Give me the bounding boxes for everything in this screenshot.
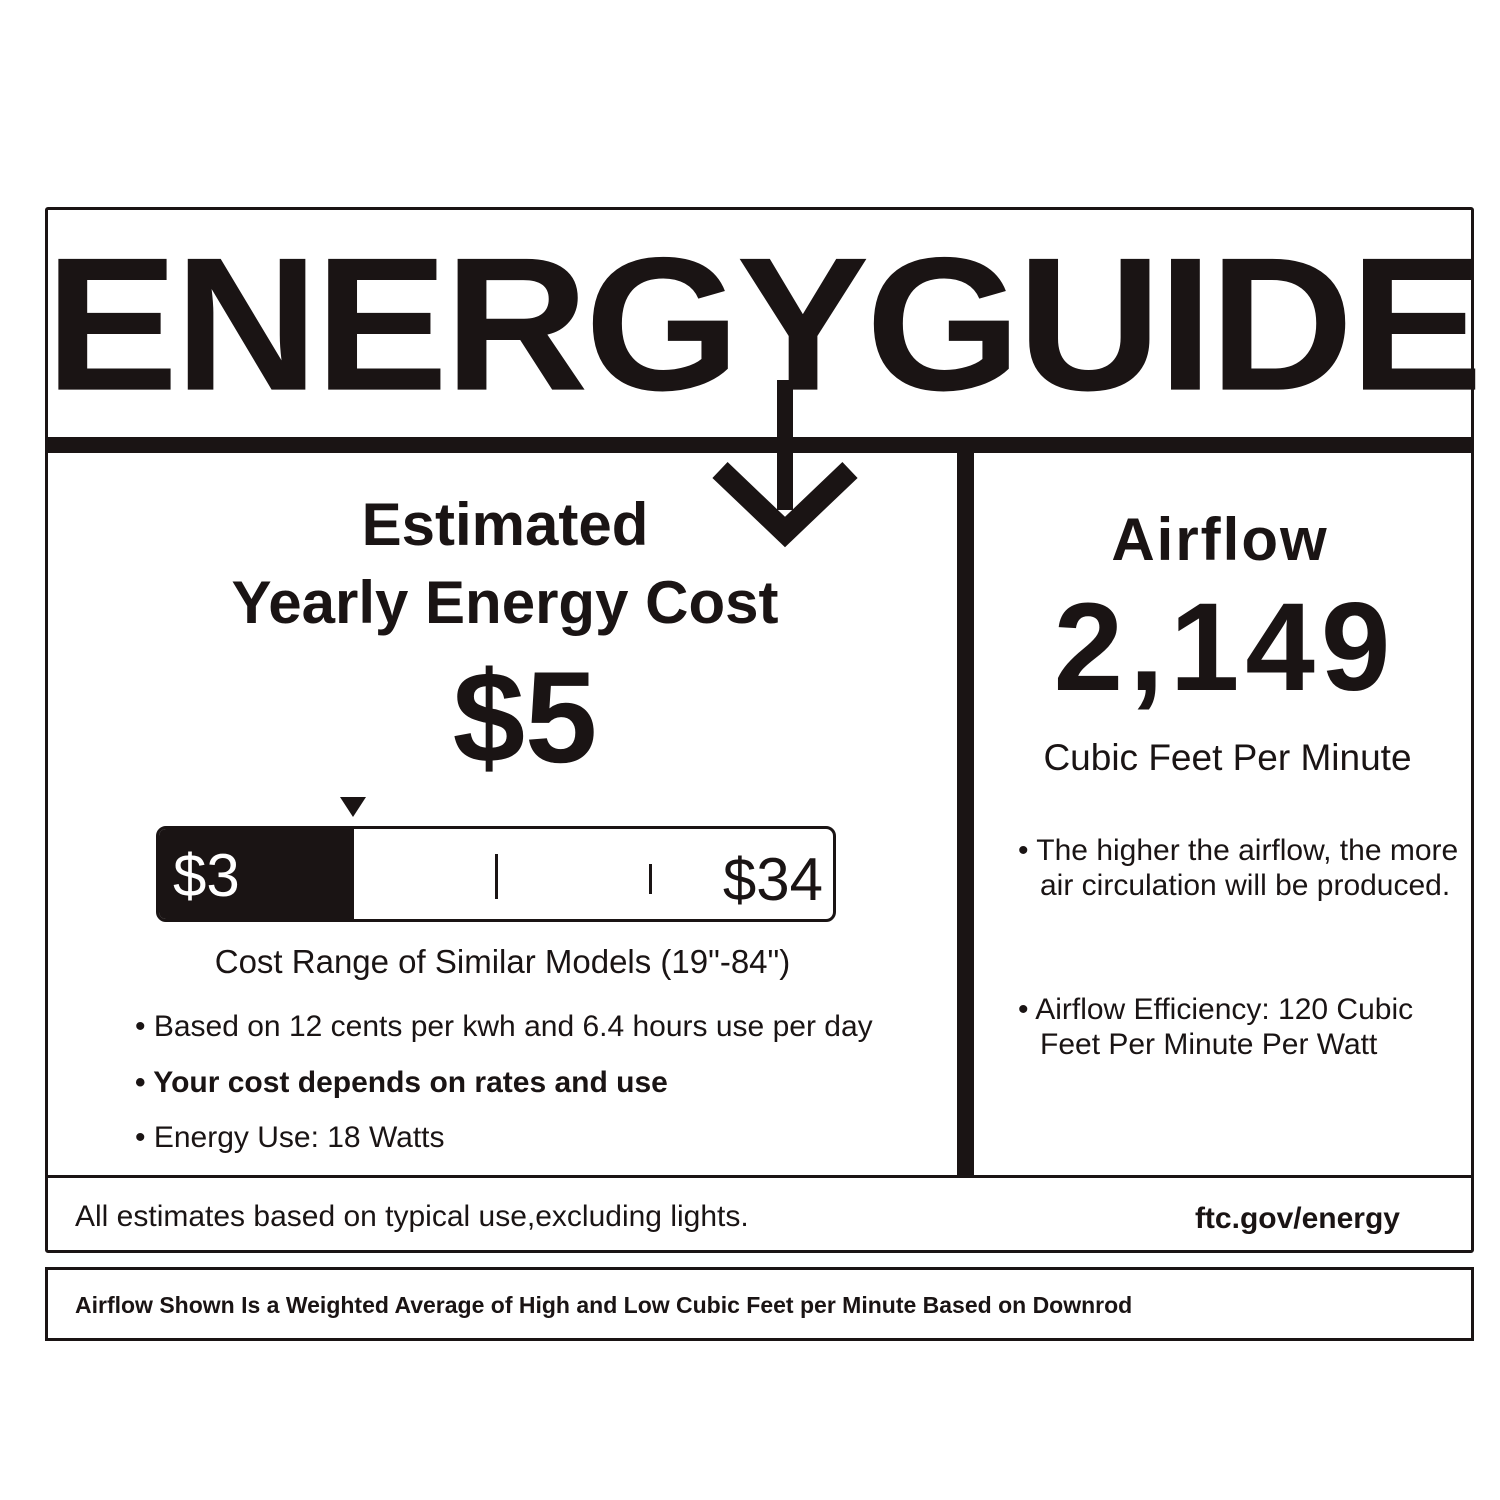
cost-bullet: • Energy Use: 18 Watts	[135, 1121, 445, 1154]
ftc-link[interactable]: ftc.gov/energy	[1194, 1202, 1400, 1235]
cost-bullet: • Your cost depends on rates and use	[135, 1066, 668, 1099]
cost-bullet: • Based on 12 cents per kwh and 6.4 hour…	[135, 1010, 873, 1043]
cost-range-fill	[159, 829, 355, 919]
bullet-text: Energy Use: 18 Watts	[153, 1121, 445, 1154]
yearly-cost-value: $5	[452, 644, 598, 790]
energy-guide-label	[45, 207, 1474, 1253]
range-min: $3	[173, 842, 240, 909]
column-divider	[957, 450, 974, 1178]
footer-disclaimer: All estimates based on typical use,exclu…	[75, 1200, 749, 1233]
scale-tick	[495, 854, 498, 899]
airflow-unit: Cubic Feet Per Minute	[1043, 737, 1412, 778]
arrow-down-icon	[712, 380, 858, 548]
range-max: $34	[722, 846, 823, 913]
bullet-text: Based on 12 cents per kwh and 6.4 hours …	[153, 1010, 873, 1043]
label-title: ENERGYGUIDE	[45, 218, 1483, 431]
cost-heading-2: Yearly Energy Cost	[231, 569, 779, 636]
footer-divider	[45, 1175, 1474, 1178]
bullet-text: Airflow Efficiency: 120 Cubic Feet Per M…	[1035, 993, 1414, 1061]
cost-marker-icon	[340, 797, 366, 817]
header-divider	[45, 437, 1474, 453]
airflow-value: 2,149	[1053, 578, 1397, 717]
airflow-bullet: • Airflow Efficiency: 120 Cubic Feet Per…	[1018, 993, 1414, 1061]
range-caption: Cost Range of Similar Models (19"-84")	[214, 943, 791, 980]
airflow-bullet: • The higher the airflow, the more air c…	[1018, 834, 1459, 902]
airflow-heading: Airflow	[1111, 506, 1329, 573]
airflow-note: Airflow Shown Is a Weighted Average of H…	[75, 1292, 1133, 1318]
scale-tick	[649, 864, 652, 894]
cost-heading-1: Estimated	[361, 491, 649, 558]
airflow-note-box: Airflow Shown Is a Weighted Average of H…	[45, 1267, 1474, 1341]
bullet-text: The higher the airflow, the more air cir…	[1036, 834, 1459, 902]
bullet-text: Your cost depends on rates and use	[153, 1066, 668, 1099]
cost-range-scale: $3 $34	[156, 826, 836, 922]
